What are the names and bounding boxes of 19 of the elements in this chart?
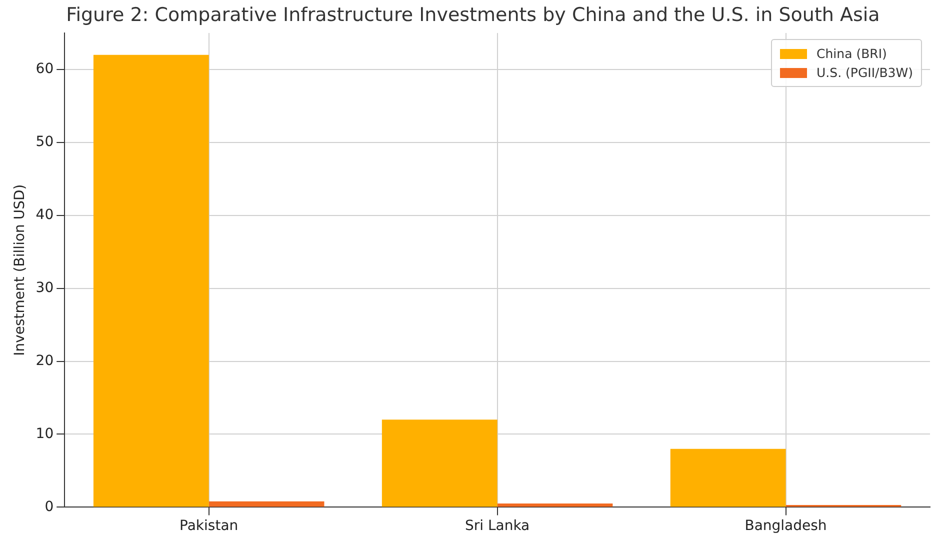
y-tick-label: 60 xyxy=(36,61,54,78)
legend-label: China (BRI) xyxy=(816,46,887,61)
x-tick-label: Pakistan xyxy=(180,518,238,534)
legend-label: U.S. (PGII/B3W) xyxy=(816,65,913,80)
y-tick-label: 50 xyxy=(36,134,54,150)
y-tick-label: 30 xyxy=(36,280,54,296)
y-tick-label: 0 xyxy=(44,498,54,515)
bar xyxy=(208,501,324,507)
x-tick-label: Sri Lanka xyxy=(464,518,530,534)
y-tick-label: 40 xyxy=(36,207,54,224)
bar xyxy=(497,504,613,507)
chart-title: Figure 2: Comparative Infrastructure Investments by China and the U.S. in South Asia xyxy=(65,4,881,26)
x-tick-label: Bangladesh xyxy=(744,518,827,534)
y-tick-label: 20 xyxy=(36,352,54,369)
bar xyxy=(670,448,786,507)
y-axis-title: Investment (Billion USD) xyxy=(12,184,28,356)
bar xyxy=(93,54,209,507)
bar xyxy=(382,420,498,507)
y-tick-label: 10 xyxy=(36,426,54,442)
